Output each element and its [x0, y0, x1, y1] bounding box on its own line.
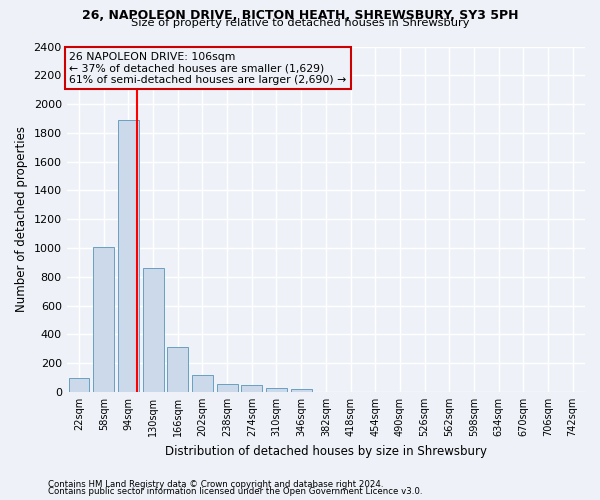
X-axis label: Distribution of detached houses by size in Shrewsbury: Distribution of detached houses by size … [165, 444, 487, 458]
Bar [192, 376, 213, 392]
Text: 26, NAPOLEON DRIVE, BICTON HEATH, SHREWSBURY, SY3 5PH: 26, NAPOLEON DRIVE, BICTON HEATH, SHREWS… [82, 9, 518, 22]
Bar [68, 378, 89, 392]
Bar [266, 388, 287, 392]
Bar [241, 385, 262, 392]
Bar [167, 346, 188, 392]
Text: Contains public sector information licensed under the Open Government Licence v3: Contains public sector information licen… [48, 487, 422, 496]
Text: Size of property relative to detached houses in Shrewsbury: Size of property relative to detached ho… [131, 18, 469, 28]
Bar [290, 390, 311, 392]
Y-axis label: Number of detached properties: Number of detached properties [15, 126, 28, 312]
Bar [118, 120, 139, 392]
Text: Contains HM Land Registry data © Crown copyright and database right 2024.: Contains HM Land Registry data © Crown c… [48, 480, 383, 489]
Bar [217, 384, 238, 392]
Bar [143, 268, 164, 392]
Bar [93, 246, 114, 392]
Text: 26 NAPOLEON DRIVE: 106sqm
← 37% of detached houses are smaller (1,629)
61% of se: 26 NAPOLEON DRIVE: 106sqm ← 37% of detac… [69, 52, 347, 85]
